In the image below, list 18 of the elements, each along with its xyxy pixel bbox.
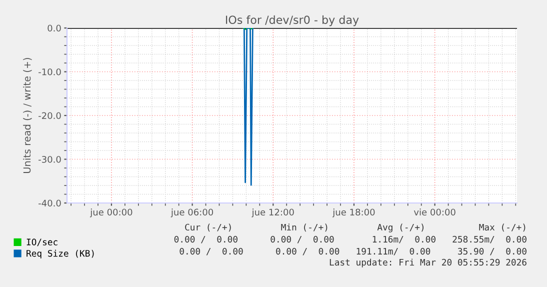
y-tick-label: -30.0 — [38, 156, 61, 163]
y-tick-label: 0.0 — [48, 24, 61, 32]
y-tick-label: -20.0 — [38, 112, 61, 120]
x-tick-label: jue 12:00 — [252, 208, 294, 218]
y-tick-label: -40.0 — [38, 200, 61, 207]
x-tick-label: vie 00:00 — [414, 208, 456, 216]
legend-label: Req Size (KB) — [26, 250, 94, 258]
legend-label: IO/sec — [26, 238, 58, 246]
y-axis-title: Units read (-) / write (+) — [23, 58, 32, 174]
x-tick-label: jue 00:00 — [90, 208, 132, 218]
x-tick-label: jue 06:00 — [170, 208, 214, 218]
chart-title: IOs for /dev/sr0 - by day — [226, 15, 359, 26]
x-tick-label: jue 18:00 — [332, 208, 375, 218]
y-tick-label: -10.0 — [38, 68, 61, 76]
text: 0.00 / 0.00 0.00 / 0.00 191.11m/ 0.00 35.90 / 0.00 — [180, 248, 526, 256]
text: 0.00 / 0.00 0.00 / 0.00 1.16m/ 0.00 258.55m/ 0.00 — [174, 236, 526, 244]
text: Last update: Fri Mar 20 05:55:29 2026 — [330, 258, 526, 268]
text: Cur (-/+) Min (-/+) Avg (-/+) Max (-/+) — [185, 224, 526, 232]
